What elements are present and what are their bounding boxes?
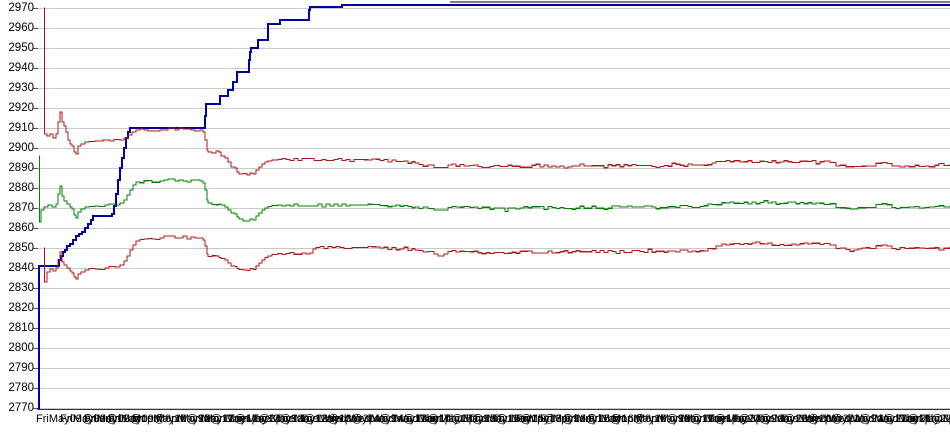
x-tick-label: MonMay19@9am: [612, 413, 699, 425]
y-tick-label: 2940: [8, 62, 34, 74]
y-tick-label: 2790: [8, 362, 34, 374]
x-tick-label: FriMay16@1pm: [564, 413, 643, 425]
x-tick-label: ThuMay22@9am: [900, 413, 950, 425]
x-tick-label: WedMay14@11am: [348, 413, 442, 425]
y-tick-label: 2860: [8, 222, 34, 234]
x-tick-label: WedMay14@9am: [324, 413, 412, 425]
y-tick-label: 2900: [8, 142, 34, 154]
x-tick-label: ThuMay15@3pm: [492, 413, 577, 425]
y-tick-label: 2800: [8, 342, 34, 354]
y-tick-label: 2820: [8, 302, 34, 314]
x-tick-label: MonMay12@1pm: [180, 413, 267, 425]
x-tick-label: ThuMay22@11am: [924, 413, 950, 425]
x-tick-label: TueMay13@1pm: [276, 413, 361, 425]
y-tick-label: 2890: [8, 162, 34, 174]
y-tick-label: 2950: [8, 42, 34, 54]
y-tick-label: 2870: [8, 202, 34, 214]
x-tick-label: FriMay16@11am: [540, 413, 624, 425]
x-tick-label: TueMay20@1pm: [756, 413, 841, 425]
x-tick-label: MonMay12@3pm: [204, 413, 291, 425]
x-tick-label: WedMay21@1pm: [852, 413, 940, 425]
x-tick-label: FriMay09@9am: [36, 413, 115, 425]
y-tick-label: 2850: [8, 242, 34, 254]
x-tick-label: ThuMay15@11am: [444, 413, 534, 425]
x-tick-label: WedMay14@1pm: [372, 413, 460, 425]
y-tick-label: 2910: [8, 122, 34, 134]
x-tick-label: ThuMay15@9am: [420, 413, 505, 425]
x-tick-label: MonMay12@9am: [132, 413, 219, 425]
x-tick-label: WedMay21@9am: [804, 413, 892, 425]
x-tick-label: FriMay09@11am: [60, 413, 144, 425]
y-tick-label: 2970: [8, 2, 34, 14]
series-upper-band-red: [43, 7, 950, 176]
x-tick-label: MonMay19@3pm: [684, 413, 771, 425]
x-tick-label: FriMay09@3pm: [108, 413, 187, 425]
x-tick-label: TueMay13@9am: [228, 413, 313, 425]
x-tick-label: FriMay16@9am: [516, 413, 595, 425]
y-tick-label: 2830: [8, 282, 34, 294]
y-tick-label: 2920: [8, 102, 34, 114]
x-tick-label: MonMay12@11am: [156, 413, 249, 425]
x-tick-label: MonMay19@11am: [636, 413, 729, 425]
series-lower-band-red: [43, 235, 950, 283]
series-stepped-price-blue: [37, 4, 950, 410]
x-tick-label: MonMay19@1pm: [660, 413, 747, 425]
y-tick-label: 2780: [8, 382, 34, 394]
x-tick-label: TueMay20@11am: [732, 413, 822, 425]
x-tick-label: ThuMay15@1pm: [468, 413, 553, 425]
y-tick-label: 2880: [8, 182, 34, 194]
series-middle-band-green: [38, 155, 950, 223]
x-tick-label: TueMay20@3pm: [780, 413, 865, 425]
y-tick-label: 2770: [8, 402, 34, 414]
y-tick-label: 2810: [8, 322, 34, 334]
y-tick-label: 2840: [8, 262, 34, 274]
x-tick-label: WedMay14@3pm: [396, 413, 484, 425]
x-tick-label: TueMay13@3pm: [300, 413, 385, 425]
x-tick-label: TueMay13@11am: [252, 413, 342, 425]
x-tick-label: WedMay21@3pm: [876, 413, 950, 425]
x-tick-label: WedMay21@11am: [828, 413, 922, 425]
x-tick-label: FriMay16@3pm: [588, 413, 667, 425]
y-tick-label: 2930: [8, 82, 34, 94]
x-tick-label: TueMay20@9am: [708, 413, 793, 425]
y-tick-label: 2960: [8, 22, 34, 34]
x-tick-label: FriMay09@1pm: [84, 413, 163, 425]
